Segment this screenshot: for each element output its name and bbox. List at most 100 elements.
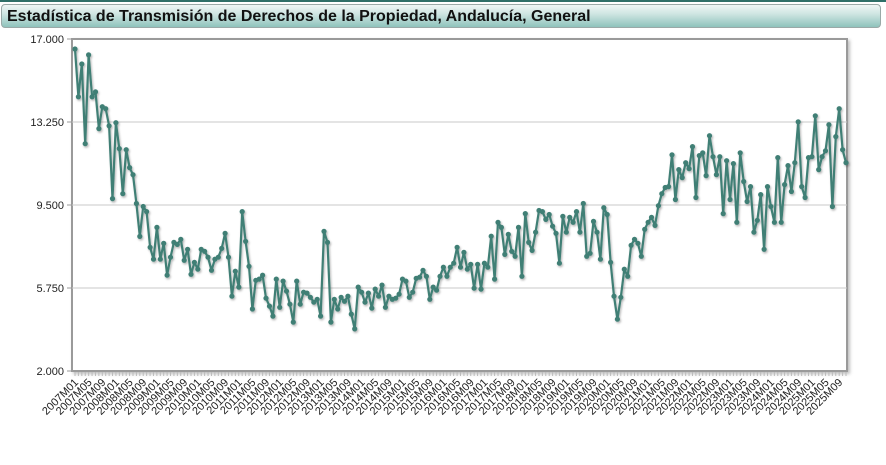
data-point[interactable] (754, 217, 760, 223)
data-point[interactable] (700, 150, 706, 156)
data-point[interactable] (369, 305, 375, 311)
data-point[interactable] (324, 239, 331, 245)
data-point[interactable] (355, 284, 361, 290)
data-point[interactable] (86, 52, 92, 58)
data-point[interactable] (642, 226, 648, 232)
data-point[interactable] (406, 294, 412, 300)
data-point[interactable] (666, 184, 672, 190)
data-point[interactable] (215, 254, 221, 260)
data-point[interactable] (311, 299, 317, 305)
data-point[interactable] (604, 211, 610, 218)
data-point[interactable] (713, 172, 720, 178)
data-point[interactable] (485, 264, 491, 270)
data-point[interactable] (290, 319, 296, 325)
data-point[interactable] (475, 261, 481, 267)
data-point[interactable] (314, 296, 320, 302)
data-point[interactable] (601, 205, 607, 211)
data-point[interactable] (236, 284, 242, 290)
data-point[interactable] (72, 46, 78, 52)
data-point[interactable] (202, 248, 208, 254)
data-point[interactable] (758, 192, 764, 198)
data-point[interactable] (133, 200, 139, 207)
data-point[interactable] (659, 191, 665, 197)
data-point[interactable] (277, 304, 283, 310)
data-point[interactable] (396, 291, 402, 297)
data-point[interactable] (174, 241, 180, 247)
data-point[interactable] (608, 259, 614, 265)
data-point[interactable] (495, 219, 501, 225)
data-point[interactable] (833, 134, 839, 140)
data-point[interactable] (249, 306, 255, 312)
data-point[interactable] (260, 272, 266, 278)
data-point[interactable] (451, 260, 457, 266)
data-point[interactable] (628, 242, 634, 248)
data-point[interactable] (283, 288, 290, 294)
data-point[interactable] (693, 194, 699, 201)
data-point[interactable] (304, 290, 310, 296)
data-point[interactable] (645, 219, 651, 225)
data-point[interactable] (338, 294, 344, 300)
data-point[interactable] (522, 211, 528, 217)
data-point[interactable] (761, 246, 767, 252)
data-point[interactable] (478, 286, 484, 292)
data-point[interactable] (734, 219, 740, 225)
data-point[interactable] (266, 303, 273, 309)
data-point[interactable] (243, 238, 249, 244)
data-point[interactable] (167, 254, 174, 260)
data-point[interactable] (471, 285, 477, 291)
data-point[interactable] (287, 301, 293, 307)
data-point[interactable] (263, 295, 269, 301)
data-point[interactable] (836, 106, 842, 112)
data-point[interactable] (683, 160, 689, 166)
data-point[interactable] (724, 158, 730, 164)
data-point[interactable] (127, 165, 133, 171)
data-point[interactable] (232, 268, 238, 274)
data-point[interactable] (256, 276, 262, 282)
data-point[interactable] (328, 319, 334, 325)
data-point[interactable] (792, 160, 798, 166)
data-point[interactable] (150, 256, 157, 262)
data-point[interactable] (403, 278, 409, 284)
data-point[interactable] (816, 167, 822, 173)
data-point[interactable] (365, 290, 371, 296)
data-point[interactable] (331, 296, 337, 302)
data-point[interactable] (434, 287, 440, 293)
data-point[interactable] (788, 188, 795, 195)
data-point[interactable] (345, 293, 351, 299)
data-point[interactable] (457, 264, 464, 270)
data-point[interactable] (447, 264, 453, 270)
data-point[interactable] (205, 254, 211, 260)
data-point[interactable] (82, 141, 88, 147)
data-point[interactable] (550, 223, 556, 229)
data-point[interactable] (120, 191, 126, 197)
data-point[interactable] (280, 278, 286, 284)
data-point[interactable] (621, 266, 627, 272)
data-point[interactable] (178, 236, 184, 242)
data-point[interactable] (840, 147, 846, 153)
data-point[interactable] (161, 240, 167, 246)
data-point[interactable] (590, 218, 597, 224)
data-point[interactable] (191, 259, 197, 265)
data-point[interactable] (730, 161, 737, 167)
data-point[interactable] (819, 154, 825, 160)
data-point[interactable] (444, 273, 450, 279)
data-point[interactable] (116, 146, 122, 152)
data-point[interactable] (546, 211, 552, 218)
data-point[interactable] (563, 229, 569, 235)
data-point[interactable] (625, 273, 631, 279)
data-point[interactable] (130, 172, 136, 178)
data-point[interactable] (410, 289, 416, 295)
data-point[interactable] (188, 271, 194, 277)
data-point[interactable] (393, 295, 399, 301)
data-point[interactable] (123, 147, 129, 153)
data-point[interactable] (584, 253, 590, 259)
data-point[interactable] (208, 267, 215, 273)
data-point[interactable] (539, 209, 546, 215)
data-point[interactable] (225, 254, 232, 260)
data-point[interactable] (509, 248, 515, 254)
data-point[interactable] (635, 240, 641, 246)
data-point[interactable] (437, 273, 443, 279)
data-point[interactable] (785, 163, 791, 169)
data-point[interactable] (341, 298, 348, 304)
data-point[interactable] (195, 266, 201, 272)
